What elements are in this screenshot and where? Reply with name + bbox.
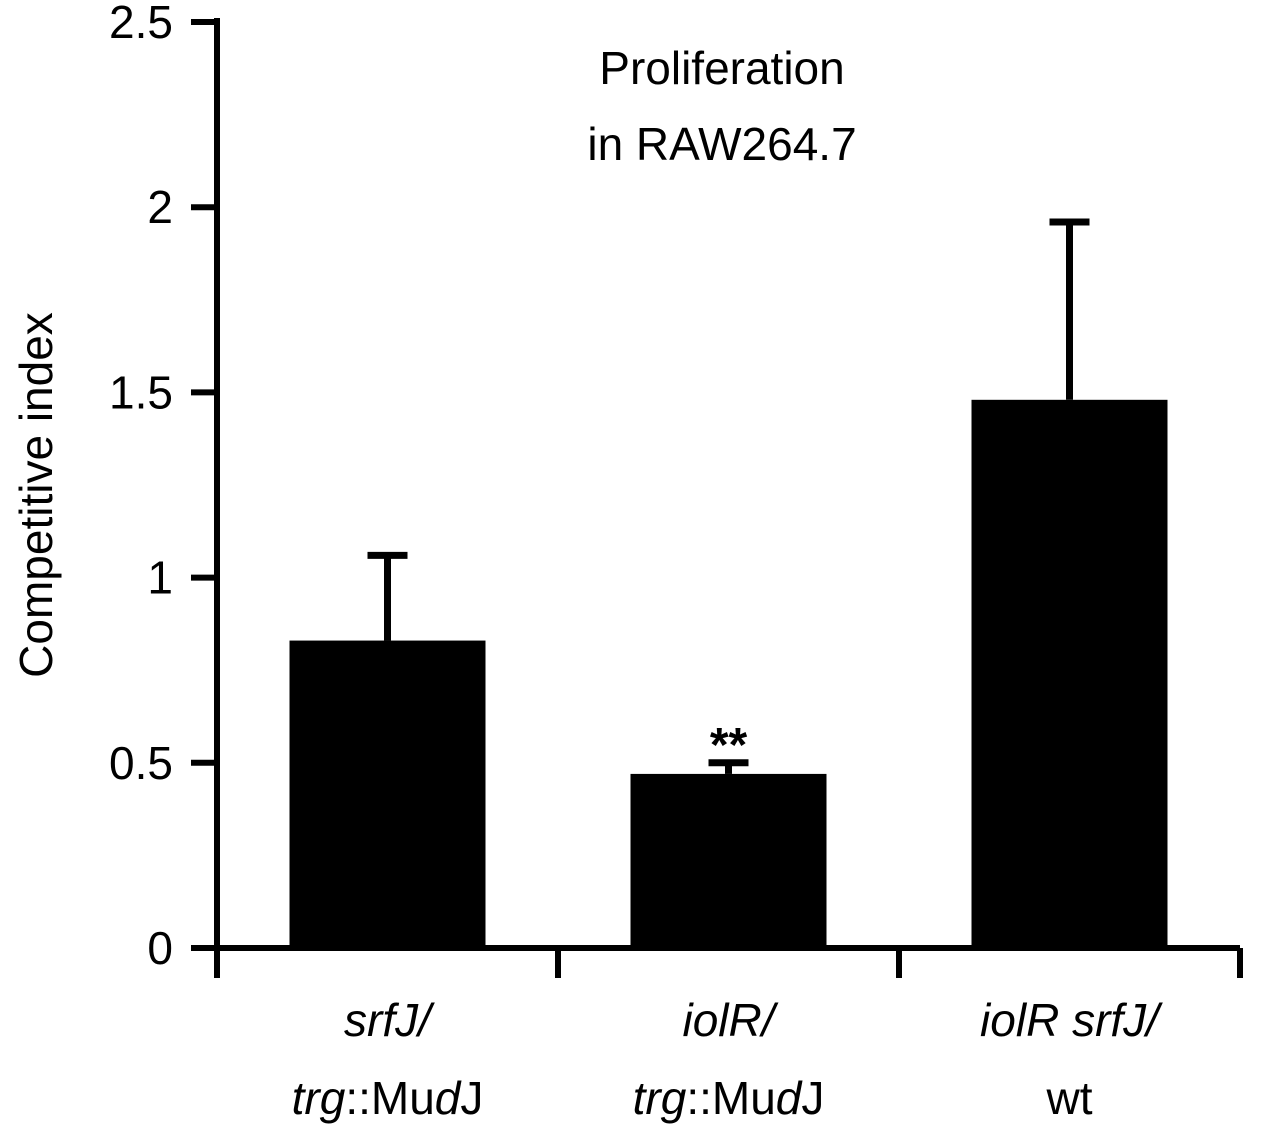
category-label-segment: srfJ/ [344, 994, 435, 1046]
category-label-segment: iolR srfJ/ [980, 994, 1163, 1046]
y-tick-label: 0.5 [109, 737, 173, 789]
bar-2 [630, 773, 827, 948]
category-label-segment: trg [633, 1072, 687, 1124]
x-category-label-1-line-2: trg::MudJ [292, 1072, 484, 1124]
category-label-segment: J [460, 1072, 483, 1124]
bar-1 [289, 640, 486, 948]
y-tick-label: 0 [147, 922, 173, 974]
category-label-segment: ::Mu [686, 1072, 775, 1124]
bar-3 [971, 399, 1168, 949]
y-tick-label: 2 [147, 181, 173, 233]
chart-title-line-2: in RAW264.7 [587, 118, 856, 170]
x-category-label-3-line-2: wt [1046, 1072, 1093, 1124]
category-label-segment: wt [1046, 1072, 1093, 1124]
x-category-label-1-line-1: srfJ/ [344, 994, 435, 1046]
y-axis-label: Competitive index [10, 312, 62, 678]
category-label-segment: d [435, 1072, 462, 1124]
significance-label: ** [710, 719, 748, 772]
category-label-segment: ::Mu [345, 1072, 434, 1124]
chart-title-line-1: Proliferation [599, 42, 844, 94]
y-tick-label: 1.5 [109, 366, 173, 418]
x-category-label-3-line-1: iolR srfJ/ [980, 994, 1163, 1046]
y-tick-label: 1 [147, 552, 173, 604]
plot-area: ** 0 0.5 1 1.5 2 2.5 Competitive index Prolifera… [10, 0, 1243, 1124]
x-category-label-2-line-2: trg::MudJ [633, 1072, 825, 1124]
category-label-segment: J [801, 1072, 824, 1124]
y-tick-label: 2.5 [109, 0, 173, 48]
x-category-label-2-line-1: iolR/ [682, 994, 778, 1046]
category-label-segment: iolR/ [682, 994, 778, 1046]
category-label-segment: trg [292, 1072, 346, 1124]
category-label-segment: d [776, 1072, 803, 1124]
